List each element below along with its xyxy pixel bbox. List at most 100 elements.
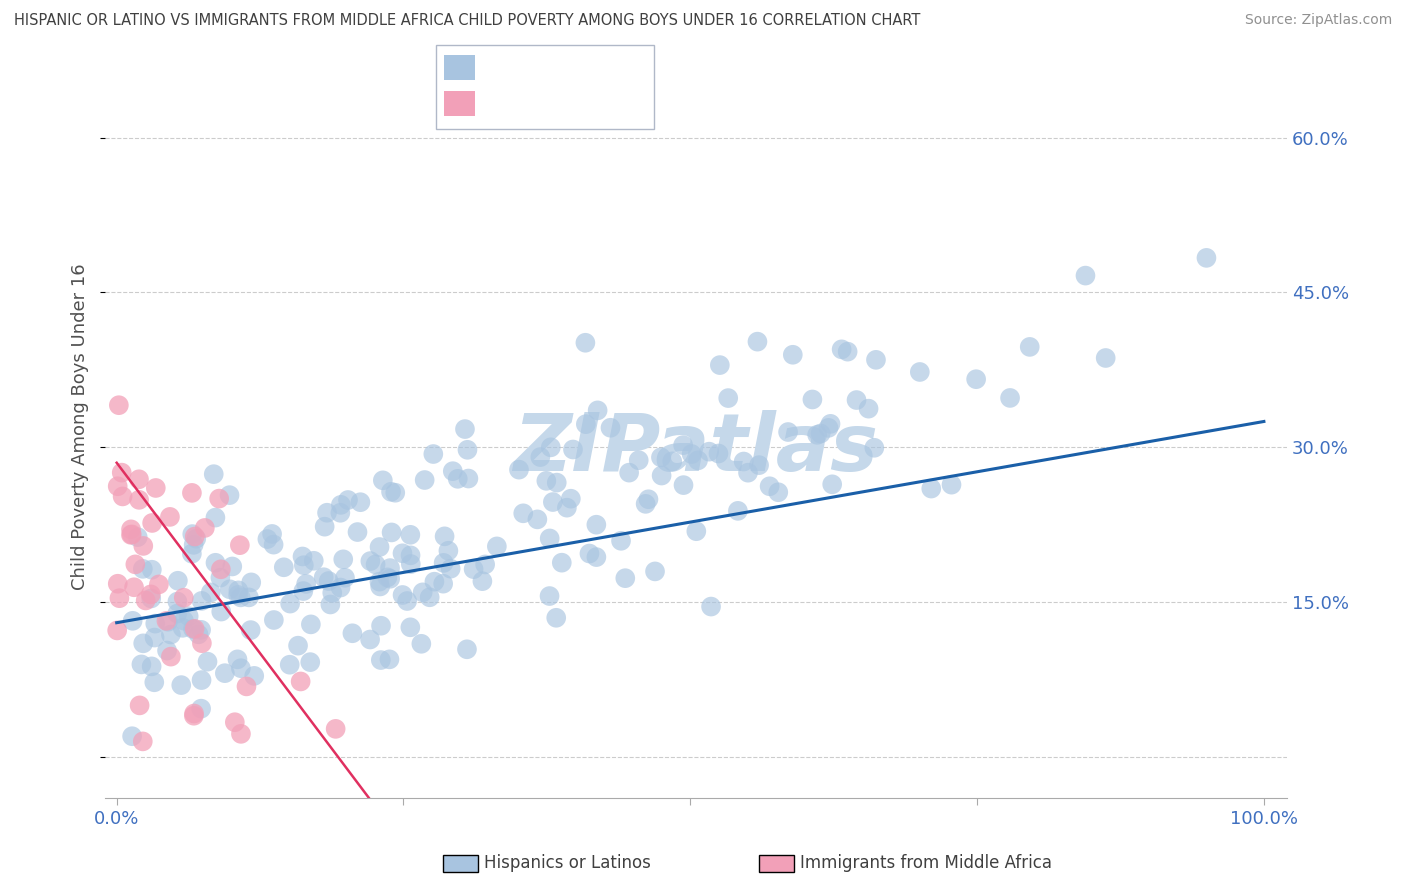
Point xyxy=(920,482,942,496)
Point xyxy=(806,427,828,442)
Point xyxy=(727,504,749,518)
Point xyxy=(209,562,232,576)
Point xyxy=(820,417,842,431)
Point xyxy=(700,599,723,614)
Point xyxy=(485,540,508,554)
Point xyxy=(128,492,150,507)
Point xyxy=(120,528,142,542)
Point xyxy=(384,485,406,500)
Point xyxy=(541,495,564,509)
Point xyxy=(145,481,167,495)
Point xyxy=(107,576,129,591)
Point xyxy=(941,477,963,491)
Point xyxy=(190,673,212,687)
Point xyxy=(378,652,401,666)
Point xyxy=(380,572,402,586)
Point xyxy=(292,584,315,599)
Point xyxy=(128,472,150,486)
Text: HISPANIC OR LATINO VS IMMIGRANTS FROM MIDDLE AFRICA CHILD POVERTY AMONG BOYS UND: HISPANIC OR LATINO VS IMMIGRANTS FROM MI… xyxy=(14,13,921,29)
Point xyxy=(128,698,150,713)
Point xyxy=(538,589,561,603)
Point xyxy=(463,562,485,576)
Point xyxy=(634,497,657,511)
Point xyxy=(186,532,208,546)
Point xyxy=(204,510,226,524)
Point xyxy=(180,547,202,561)
Point xyxy=(349,495,371,509)
Point xyxy=(159,509,181,524)
Point xyxy=(184,530,207,544)
Point xyxy=(546,611,568,625)
Point xyxy=(141,659,163,673)
Point xyxy=(243,669,266,683)
Point xyxy=(546,475,568,490)
Point xyxy=(433,556,456,570)
Point xyxy=(412,585,434,599)
Point xyxy=(135,593,157,607)
Point xyxy=(456,642,478,657)
Point xyxy=(422,447,444,461)
Point xyxy=(278,597,301,611)
Point xyxy=(538,532,561,546)
Point xyxy=(190,594,212,608)
Point xyxy=(998,391,1021,405)
Point xyxy=(650,450,672,465)
Point xyxy=(562,442,585,457)
Point xyxy=(181,486,204,500)
Point xyxy=(381,525,404,540)
Point xyxy=(155,614,177,628)
Point xyxy=(413,473,436,487)
Point xyxy=(908,365,931,379)
Point xyxy=(1094,351,1116,365)
Point xyxy=(370,653,392,667)
Point xyxy=(121,729,143,743)
Point xyxy=(346,524,368,539)
Point xyxy=(585,517,607,532)
Point xyxy=(697,444,720,458)
Point xyxy=(380,484,402,499)
Point xyxy=(197,655,219,669)
Point xyxy=(1018,340,1040,354)
Point xyxy=(447,472,470,486)
Point xyxy=(263,613,285,627)
Text: R =: R = xyxy=(481,95,512,112)
Point xyxy=(709,358,731,372)
Point xyxy=(707,446,730,460)
Point xyxy=(173,591,195,605)
Point xyxy=(263,538,285,552)
Point xyxy=(287,639,309,653)
Point xyxy=(200,585,222,599)
Point xyxy=(440,562,463,576)
Point xyxy=(377,570,399,584)
Point xyxy=(132,539,155,553)
Point xyxy=(865,352,887,367)
Text: -0.401: -0.401 xyxy=(520,95,579,112)
Point xyxy=(337,493,360,508)
Point xyxy=(617,466,640,480)
Point xyxy=(143,631,166,645)
Point xyxy=(585,550,607,565)
Point xyxy=(229,591,252,605)
Point xyxy=(132,562,155,576)
Point xyxy=(156,615,179,629)
Point xyxy=(143,675,166,690)
Point xyxy=(526,512,548,526)
Point xyxy=(858,401,880,416)
Point xyxy=(329,506,352,520)
Point xyxy=(737,466,759,480)
Point xyxy=(141,591,163,606)
Point xyxy=(586,403,609,417)
Point xyxy=(471,574,494,589)
Point xyxy=(370,618,392,632)
Point xyxy=(560,491,582,506)
Point xyxy=(107,479,129,493)
Point xyxy=(512,506,534,520)
Text: N =: N = xyxy=(568,59,599,77)
Text: R =: R = xyxy=(481,59,512,77)
Point xyxy=(292,558,315,573)
Point xyxy=(575,417,598,432)
Point xyxy=(120,522,142,536)
Text: Hispanics or Latinos: Hispanics or Latinos xyxy=(484,855,651,872)
Point xyxy=(226,652,249,666)
Point xyxy=(748,458,770,472)
